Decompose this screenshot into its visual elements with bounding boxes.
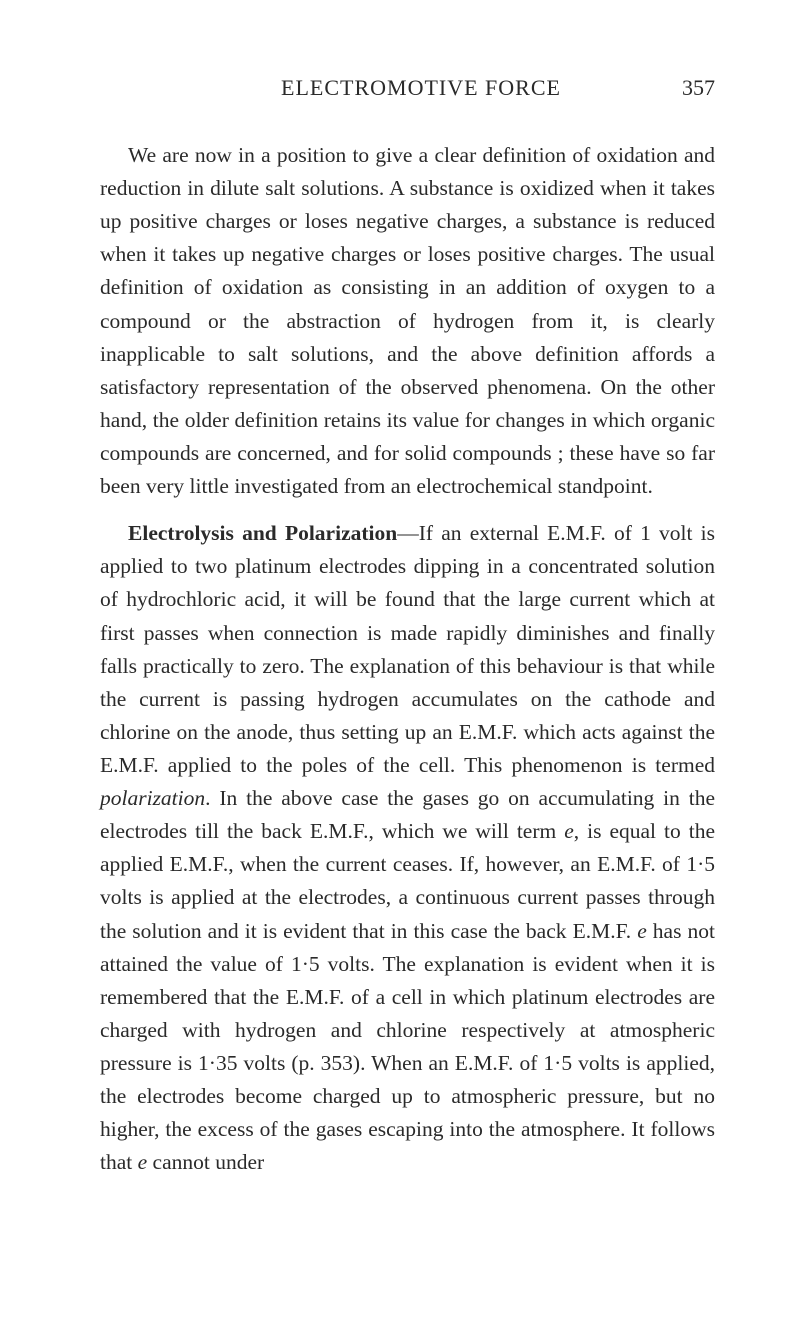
text-segment: cannot under <box>147 1150 264 1174</box>
section-heading: Electrolysis and Polarization <box>128 521 397 545</box>
italic-term: polarization <box>100 786 205 810</box>
text-segment: —If an external E.M.F. of 1 volt is appl… <box>100 521 715 777</box>
paragraph-2: Electrolysis and Polarization—If an exte… <box>100 517 715 1179</box>
text-segment: has not attained the value of 1·5 volts.… <box>100 919 715 1175</box>
document-page: ELECTROMOTIVE FORCE 357 We are now in a … <box>0 0 800 1253</box>
paragraph-1: We are now in a position to give a clear… <box>100 139 715 503</box>
page-header: ELECTROMOTIVE FORCE 357 <box>100 75 715 101</box>
header-title: ELECTROMOTIVE FORCE <box>100 75 682 101</box>
page-number: 357 <box>682 75 715 101</box>
italic-variable: e <box>564 819 574 843</box>
italic-variable: e <box>138 1150 148 1174</box>
italic-variable: e <box>637 919 647 943</box>
